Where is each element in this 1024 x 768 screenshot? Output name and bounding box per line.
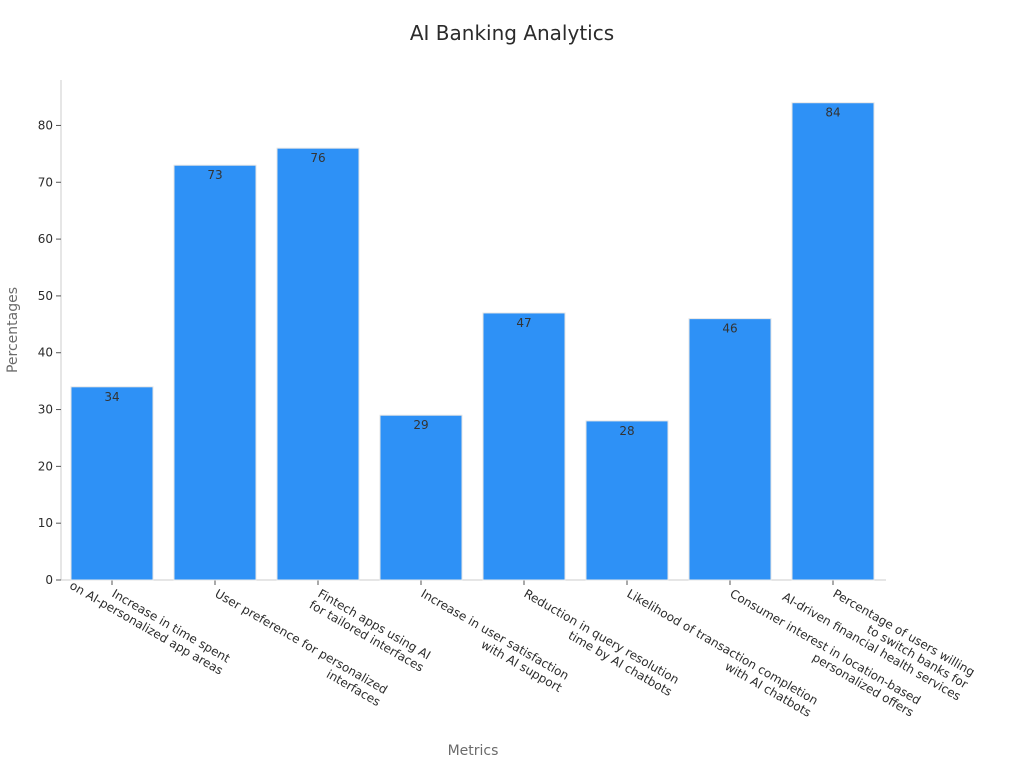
bar <box>791 102 875 581</box>
data-label: 46 <box>722 322 737 336</box>
y-tick-label: 80 <box>38 118 53 132</box>
data-label: 76 <box>310 151 325 165</box>
y-tick-label: 40 <box>38 346 53 360</box>
data-label: 29 <box>413 418 428 432</box>
x-axis-label: Metrics <box>448 743 499 759</box>
bar <box>173 164 257 581</box>
category-label-line: on AI-personalized app areas <box>67 578 225 677</box>
y-axis-label: Percentages <box>5 287 21 373</box>
y-tick-label: 30 <box>38 403 53 417</box>
bar <box>688 318 772 581</box>
bars <box>70 102 875 581</box>
bar <box>70 386 154 581</box>
data-label: 47 <box>516 316 531 330</box>
bar <box>379 414 463 581</box>
chart-title: AI Banking Analytics <box>410 21 614 45</box>
y-tick-label: 60 <box>38 232 53 246</box>
data-labels: 34 73 76 29 47 28 46 84 <box>104 106 840 438</box>
y-tick-label: 20 <box>38 459 53 473</box>
y-tick-label: 0 <box>45 573 53 587</box>
y-axis: 0 10 20 30 40 50 60 70 80 <box>38 80 62 587</box>
category-label: User preference for personalizedinterfac… <box>213 586 390 709</box>
bar <box>585 420 669 581</box>
bar <box>276 147 360 581</box>
data-label: 73 <box>207 168 222 182</box>
data-label: 28 <box>619 424 634 438</box>
data-label: 84 <box>825 106 840 120</box>
y-tick-label: 50 <box>38 289 53 303</box>
x-axis <box>61 579 886 585</box>
bar <box>482 312 566 581</box>
data-label: 34 <box>104 390 119 404</box>
y-tick-label: 10 <box>38 516 53 530</box>
y-tick-label: 70 <box>38 175 53 189</box>
